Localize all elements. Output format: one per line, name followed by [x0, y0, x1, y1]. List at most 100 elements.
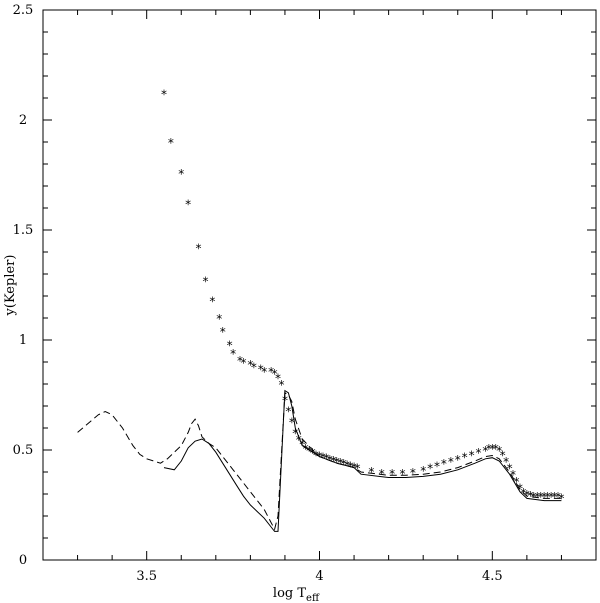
asterisk-point: * — [196, 242, 202, 256]
asterisk-point: * — [299, 437, 305, 451]
asterisk-point: * — [202, 275, 208, 289]
asterisk-point: * — [548, 490, 554, 504]
asterisk-point: * — [230, 347, 236, 361]
asterisk-point: * — [348, 459, 354, 473]
asterisk-point: * — [462, 451, 468, 465]
asterisk-point: * — [500, 448, 506, 462]
asterisk-point: * — [247, 358, 253, 372]
axis-ticks — [42, 9, 597, 561]
asterisk-point: * — [496, 444, 502, 458]
asterisk-point: * — [486, 442, 492, 456]
x-tick-label: 4 — [315, 569, 323, 584]
asterisk-point: * — [368, 465, 374, 479]
asterisk-point: * — [258, 363, 264, 377]
y-tick-label: 2.5 — [13, 3, 34, 18]
asterisk-point: * — [313, 448, 319, 462]
asterisk-point: * — [185, 198, 191, 212]
asterisk-point: * — [379, 467, 385, 481]
asterisk-point: * — [168, 136, 174, 150]
y-tick-label: 1.5 — [13, 223, 34, 238]
asterisk-point: * — [341, 457, 347, 471]
x-axis-title-main: log T — [273, 586, 306, 601]
asterisk-point: * — [306, 444, 312, 458]
asterisk-point: * — [209, 294, 215, 308]
asterisk-point: * — [552, 490, 558, 504]
y-tick-label: 1 — [19, 333, 27, 348]
dashed-series-line — [77, 391, 562, 531]
asterisk-point: * — [524, 488, 530, 502]
x-tick-labels: 3.5 4 4.5 — [136, 569, 502, 584]
asterisk-point: * — [344, 458, 350, 472]
asterisk-point: * — [285, 404, 291, 418]
y-tick-labels: 0 0.5 1 1.5 2 2.5 — [13, 3, 34, 568]
y-tick-label: 0 — [19, 553, 27, 568]
series-layer: *********** ** ** ** ***********************… — [77, 88, 564, 532]
asterisk-point: * — [514, 475, 520, 489]
asterisk-point: * — [240, 356, 246, 370]
asterisk-point: * — [216, 312, 222, 326]
asterisk-point: * — [292, 426, 298, 440]
asterisk-point: * — [555, 490, 561, 504]
asterisk-point: * — [469, 448, 475, 462]
asterisk-point: * — [351, 461, 357, 475]
asterisk-point: * — [178, 167, 184, 181]
asterisk-point: * — [227, 338, 233, 352]
asterisk-point: * — [541, 490, 547, 504]
asterisk-point: * — [427, 462, 433, 476]
asterisk-point: * — [355, 462, 361, 476]
asterisk-point: * — [310, 446, 316, 460]
asterisk-point: * — [220, 325, 226, 339]
x-tick-label: 4.5 — [482, 569, 503, 584]
asterisk-point: * — [161, 88, 167, 102]
asterisk-point: * — [538, 490, 544, 504]
asterisk-point: * — [282, 393, 288, 407]
asterisk-point: * — [493, 442, 499, 456]
asterisk-point: * — [251, 360, 257, 374]
asterisk-point: * — [337, 456, 343, 470]
x-axis-title-subscript: eff — [306, 593, 320, 603]
asterisk-point: * — [268, 365, 274, 379]
asterisk-point: * — [275, 371, 281, 385]
asterisk-point: * — [503, 455, 509, 469]
asterisk-point: * — [296, 433, 302, 447]
x-tick-label: 3.5 — [136, 569, 157, 584]
asterisk-point: * — [323, 452, 329, 466]
asterisk-point: * — [330, 454, 336, 468]
asterisk-point: * — [545, 490, 551, 504]
asterisk-point: * — [317, 450, 323, 464]
asterisk-point: * — [448, 455, 454, 469]
asterisk-point: * — [303, 442, 309, 456]
y-tick-label: 0.5 — [13, 443, 34, 458]
x-axis-title: log Teff — [273, 586, 320, 603]
asterisk-point: * — [517, 481, 523, 495]
y-tick-label: 2 — [19, 113, 27, 128]
asterisk-point: * — [389, 467, 395, 481]
asterisk-point: * — [410, 466, 416, 480]
asterisk-point: * — [558, 491, 564, 505]
asterisk-point: * — [420, 464, 426, 478]
asterisk-point: * — [261, 365, 267, 379]
asterisk-point: * — [489, 442, 495, 456]
asterisk-point: * — [278, 378, 284, 392]
asterisk-point: * — [520, 486, 526, 500]
asterisk-point: * — [327, 453, 333, 467]
asterisk-point: * — [531, 490, 537, 504]
solid-series-line — [163, 389, 562, 532]
asterisk-point: * — [272, 367, 278, 381]
asterisk-point: * — [482, 444, 488, 458]
y-axis-title: y(Kepler) — [3, 255, 18, 317]
asterisk-point: * — [320, 451, 326, 465]
asterisk-point: * — [434, 459, 440, 473]
asterisk-point: * — [441, 457, 447, 471]
asterisk-point: * — [534, 490, 540, 504]
asterisk-point: * — [475, 446, 481, 460]
asterisk-point: * — [510, 468, 516, 482]
asterisk-point: * — [237, 354, 243, 368]
asterisk-point: * — [455, 453, 461, 467]
asterisk-point: * — [507, 462, 513, 476]
asterisk-point: * — [334, 455, 340, 469]
asterisk-point: * — [289, 415, 295, 429]
asterisk-point: * — [399, 467, 405, 481]
asterisk-point: * — [527, 489, 533, 503]
